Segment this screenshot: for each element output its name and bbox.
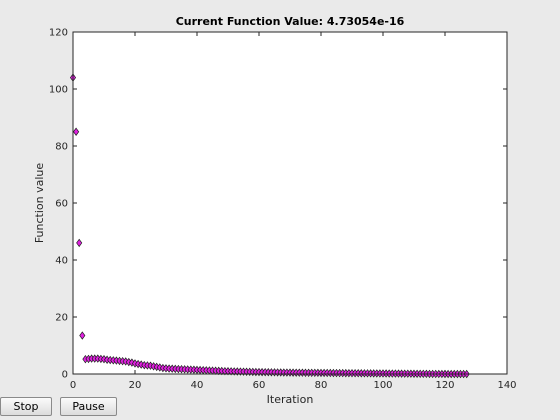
y-tick-label: 20: [55, 313, 68, 324]
y-tick-label: 40: [55, 256, 68, 267]
y-axis-label: Function value: [33, 163, 46, 244]
axes-background: [73, 32, 507, 374]
x-tick-label: 60: [253, 380, 266, 391]
x-tick-label: 20: [129, 380, 142, 391]
x-tick-label: 80: [315, 380, 328, 391]
y-tick-label: 60: [55, 199, 68, 210]
data-point: [76, 238, 83, 248]
y-tick-label: 0: [62, 370, 68, 381]
x-axis-label: Iteration: [267, 393, 314, 406]
y-tick-label: 80: [55, 142, 68, 153]
x-tick-label: 120: [435, 380, 454, 391]
x-tick-label: 0: [70, 380, 76, 391]
x-tick-label: 140: [497, 380, 516, 391]
x-tick-label: 100: [373, 380, 392, 391]
pause-button[interactable]: Pause: [60, 397, 117, 416]
y-tick-label: 120: [49, 28, 68, 39]
chart-title: Current Function Value: 4.73054e-16: [176, 15, 405, 28]
stop-button[interactable]: Stop: [0, 397, 52, 416]
data-point: [79, 331, 86, 340]
x-tick-label: 40: [191, 380, 204, 391]
y-tick-label: 100: [49, 85, 68, 96]
data-point: [73, 127, 80, 136]
axes-frame: [72, 31, 508, 375]
